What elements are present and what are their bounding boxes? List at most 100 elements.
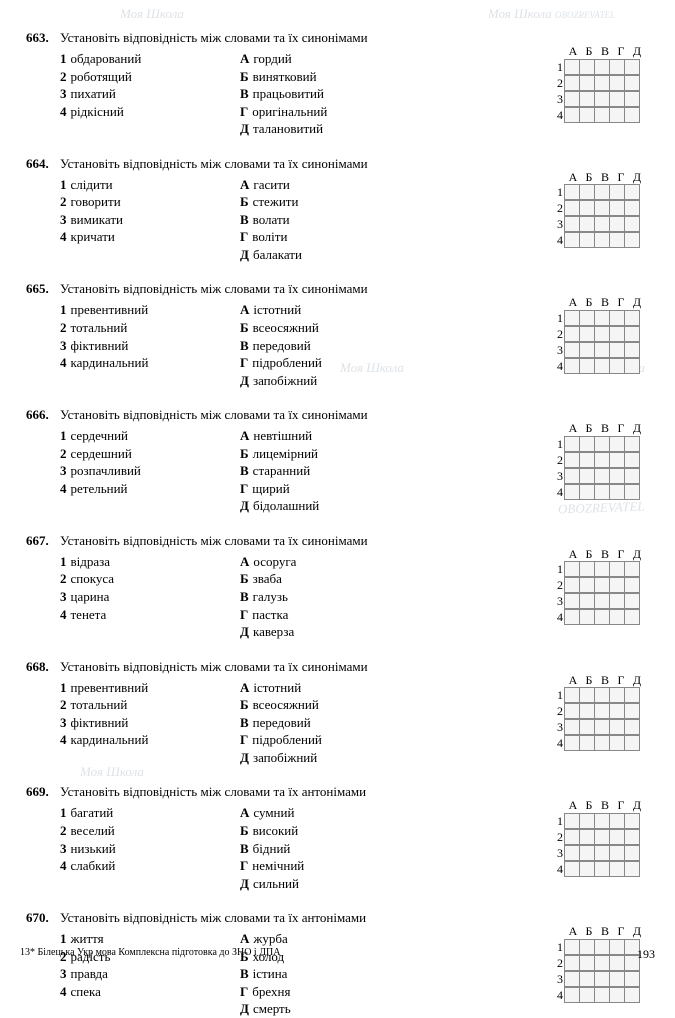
grid-cell[interactable] [594,593,610,609]
grid-cell[interactable] [579,326,595,342]
grid-cell[interactable] [609,609,625,625]
grid-cell[interactable] [594,216,610,232]
grid-cell[interactable] [624,735,640,751]
grid-cell[interactable] [564,91,580,107]
grid-cell[interactable] [564,452,580,468]
grid-cell[interactable] [594,436,610,452]
grid-cell[interactable] [564,829,580,845]
grid-cell[interactable] [579,735,595,751]
grid-cell[interactable] [564,468,580,484]
grid-cell[interactable] [609,358,625,374]
grid-cell[interactable] [564,310,580,326]
grid-cell[interactable] [594,987,610,1003]
grid-cell[interactable] [564,232,580,248]
grid-cell[interactable] [564,845,580,861]
grid-cell[interactable] [564,987,580,1003]
grid-cell[interactable] [579,342,595,358]
grid-cell[interactable] [624,75,640,91]
grid-cell[interactable] [624,216,640,232]
grid-cell[interactable] [564,184,580,200]
grid-cell[interactable] [609,310,625,326]
grid-cell[interactable] [579,216,595,232]
grid-cell[interactable] [594,861,610,877]
grid-cell[interactable] [564,75,580,91]
grid-cell[interactable] [579,687,595,703]
grid-cell[interactable] [609,436,625,452]
grid-cell[interactable] [564,484,580,500]
grid-cell[interactable] [579,845,595,861]
grid-cell[interactable] [624,593,640,609]
grid-cell[interactable] [564,577,580,593]
grid-cell[interactable] [564,200,580,216]
grid-cell[interactable] [594,59,610,75]
grid-cell[interactable] [609,107,625,123]
grid-cell[interactable] [594,829,610,845]
grid-cell[interactable] [579,484,595,500]
grid-cell[interactable] [609,987,625,1003]
grid-cell[interactable] [579,719,595,735]
grid-cell[interactable] [579,609,595,625]
grid-cell[interactable] [594,200,610,216]
grid-cell[interactable] [579,107,595,123]
grid-cell[interactable] [609,452,625,468]
grid-cell[interactable] [609,484,625,500]
grid-cell[interactable] [579,91,595,107]
grid-cell[interactable] [564,59,580,75]
grid-cell[interactable] [564,358,580,374]
grid-cell[interactable] [594,342,610,358]
grid-cell[interactable] [609,687,625,703]
grid-cell[interactable] [564,216,580,232]
grid-cell[interactable] [624,468,640,484]
grid-cell[interactable] [624,577,640,593]
grid-cell[interactable] [609,468,625,484]
grid-cell[interactable] [624,184,640,200]
grid-cell[interactable] [594,813,610,829]
grid-cell[interactable] [594,577,610,593]
grid-cell[interactable] [594,310,610,326]
grid-cell[interactable] [564,593,580,609]
grid-cell[interactable] [594,358,610,374]
grid-cell[interactable] [594,452,610,468]
grid-cell[interactable] [624,987,640,1003]
grid-cell[interactable] [624,326,640,342]
grid-cell[interactable] [624,971,640,987]
grid-cell[interactable] [609,845,625,861]
grid-cell[interactable] [609,216,625,232]
grid-cell[interactable] [564,703,580,719]
grid-cell[interactable] [564,861,580,877]
grid-cell[interactable] [609,735,625,751]
grid-cell[interactable] [579,184,595,200]
grid-cell[interactable] [579,452,595,468]
grid-cell[interactable] [579,577,595,593]
grid-cell[interactable] [564,107,580,123]
grid-cell[interactable] [564,561,580,577]
grid-cell[interactable] [594,91,610,107]
grid-cell[interactable] [624,609,640,625]
grid-cell[interactable] [624,687,640,703]
grid-cell[interactable] [624,813,640,829]
grid-cell[interactable] [564,436,580,452]
grid-cell[interactable] [564,326,580,342]
grid-cell[interactable] [579,232,595,248]
grid-cell[interactable] [624,200,640,216]
grid-cell[interactable] [564,609,580,625]
grid-cell[interactable] [624,829,640,845]
grid-cell[interactable] [579,861,595,877]
grid-cell[interactable] [609,326,625,342]
grid-cell[interactable] [624,452,640,468]
grid-cell[interactable] [594,75,610,91]
grid-cell[interactable] [579,593,595,609]
grid-cell[interactable] [609,719,625,735]
grid-cell[interactable] [579,468,595,484]
grid-cell[interactable] [594,735,610,751]
grid-cell[interactable] [579,75,595,91]
grid-cell[interactable] [564,971,580,987]
grid-cell[interactable] [564,735,580,751]
grid-cell[interactable] [594,107,610,123]
grid-cell[interactable] [564,342,580,358]
grid-cell[interactable] [624,719,640,735]
grid-cell[interactable] [579,436,595,452]
grid-cell[interactable] [609,200,625,216]
grid-cell[interactable] [624,107,640,123]
grid-cell[interactable] [624,358,640,374]
